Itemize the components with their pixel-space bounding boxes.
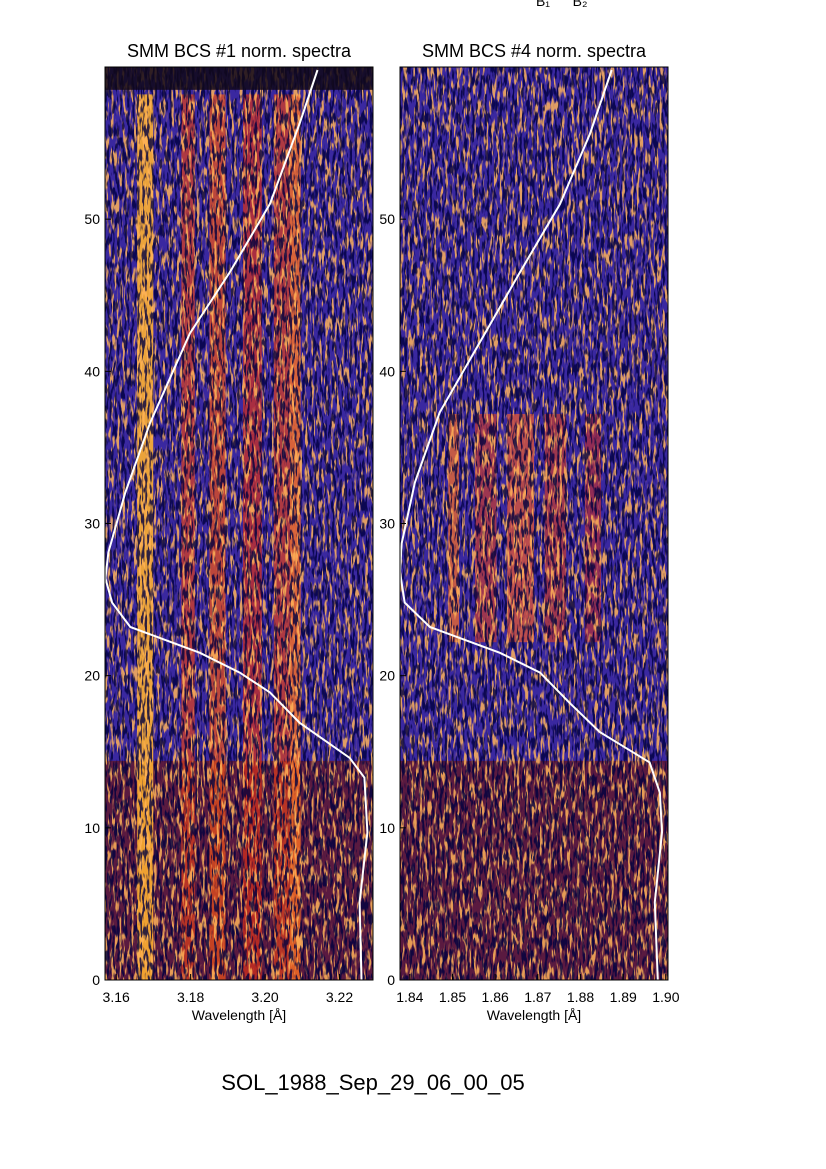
figure-title: SOL_1988_Sep_29_06_00_05 — [221, 1070, 524, 1095]
texture — [400, 67, 668, 980]
y-tick-label: 50 — [84, 211, 100, 227]
panel-title: SMM BCS #1 norm. spectra — [127, 41, 352, 61]
y-tick-label: 20 — [84, 668, 100, 684]
x-tick-label: 1.86 — [482, 989, 509, 1005]
x-tick-label: 3.18 — [177, 989, 204, 1005]
panel — [105, 67, 373, 980]
light-curve — [105, 69, 369, 980]
y-tick-label: 40 — [379, 363, 395, 379]
x-tick-label: 1.89 — [610, 989, 637, 1005]
header-label: B₁ — [536, 0, 550, 9]
panel — [400, 67, 668, 980]
y-tick-label: 30 — [84, 516, 100, 532]
light-curve — [400, 69, 664, 980]
x-tick-label: 1.90 — [652, 989, 679, 1005]
panel-title: SMM BCS #4 norm. spectra — [422, 41, 647, 61]
x-tick-label: 3.16 — [103, 989, 130, 1005]
y-tick-label: 10 — [379, 820, 395, 836]
y-tick-label: 30 — [379, 516, 395, 532]
header-label: B₂ — [573, 0, 588, 9]
x-tick-label: 3.20 — [251, 989, 278, 1005]
y-tick-label: 20 — [379, 668, 395, 684]
x-tick-label: 1.87 — [524, 989, 551, 1005]
x-tick-label: 3.22 — [326, 989, 353, 1005]
x-axis-label: Wavelength [Å] — [192, 1007, 286, 1023]
x-tick-label: 1.88 — [567, 989, 594, 1005]
y-tick-label: 0 — [387, 972, 395, 988]
y-tick-label: 10 — [84, 820, 100, 836]
x-tick-label: 1.85 — [439, 989, 466, 1005]
y-tick-label: 50 — [379, 211, 395, 227]
top-band — [105, 67, 373, 90]
y-tick-label: 0 — [92, 972, 100, 988]
x-axis-label: Wavelength [Å] — [487, 1007, 581, 1023]
texture — [105, 67, 373, 980]
x-tick-label: 1.84 — [396, 989, 423, 1005]
y-tick-label: 40 — [84, 363, 100, 379]
